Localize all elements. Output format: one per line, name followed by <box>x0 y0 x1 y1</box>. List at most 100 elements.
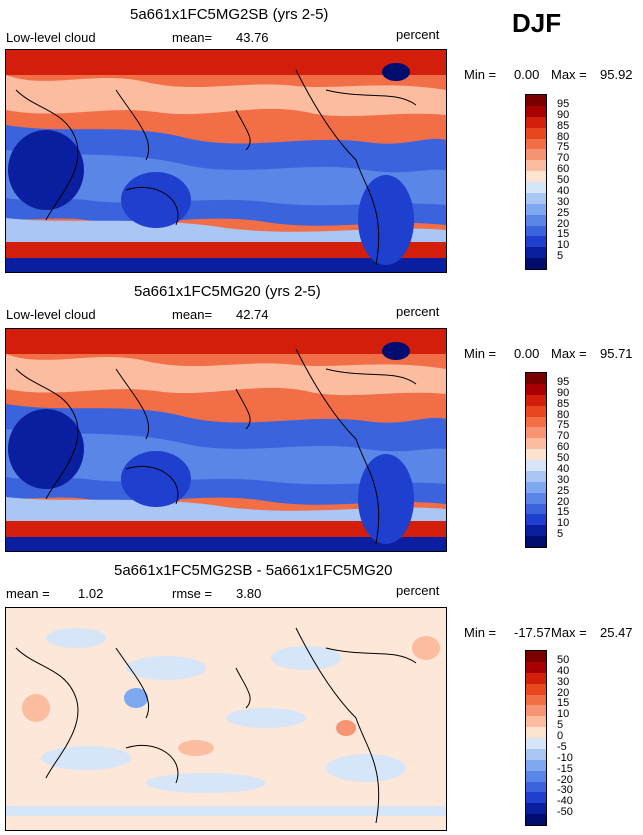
panel1-min-value: 0.00 <box>514 67 540 82</box>
colorbar-swatch <box>526 683 546 695</box>
colorbar-swatch <box>526 105 546 117</box>
panel1-colorbar <box>525 94 547 270</box>
colorbar-tick-label: 20 <box>557 686 570 699</box>
panel3-patch <box>41 746 131 770</box>
panel3-mean-label: mean = <box>6 586 50 601</box>
colorbar-tick-label: 10 <box>557 708 570 721</box>
panel2-min-value: 0.00 <box>514 346 540 361</box>
colorbar-swatch <box>526 661 546 673</box>
colorbar-tick-label: 75 <box>557 141 570 154</box>
panel3-rmse-value: 3.80 <box>236 586 262 601</box>
panel3-rmse-label: rmse = <box>172 586 213 601</box>
colorbar-tick-label: 70 <box>557 430 570 443</box>
panel1-coastlines <box>15 69 417 266</box>
colorbar-swatch <box>526 427 546 439</box>
colorbar-swatch <box>526 373 546 384</box>
colorbar-swatch <box>526 705 546 717</box>
colorbar-tick-label: 50 <box>557 174 570 186</box>
colorbar-tick-label: 5 <box>557 719 564 732</box>
panel3-patch <box>146 773 266 793</box>
panel1-band-equator <box>6 150 446 206</box>
colorbar-tick-label: 40 <box>557 184 570 197</box>
colorbar-tick-label: -50 <box>557 806 573 819</box>
panel2-max-label: Max = <box>551 346 587 361</box>
colorbar-swatch <box>526 514 546 526</box>
colorbar-tick-label: 70 <box>557 152 570 165</box>
colorbar-swatch <box>526 727 546 738</box>
panel3-patch <box>178 740 214 756</box>
colorbar-swatch <box>526 203 546 215</box>
colorbar-swatch <box>526 247 546 259</box>
colorbar-swatch <box>526 492 546 504</box>
colorbar-swatch <box>526 716 546 728</box>
panel1-unit-label: percent <box>396 27 440 42</box>
panel2-min-label: Min = <box>464 346 497 361</box>
colorbar-tick-label: -5 <box>557 740 567 753</box>
panel1-band-subtropics-south <box>6 218 446 246</box>
panel3-patch <box>46 628 106 648</box>
colorbar-swatch <box>526 171 546 182</box>
colorbar-tick-label: 95 <box>557 97 570 110</box>
panel2-colorbar <box>525 372 547 548</box>
colorbar-tick-label: 75 <box>557 419 570 432</box>
panel3-colorbar <box>525 650 547 826</box>
colorbar-tick-label: -10 <box>557 751 573 764</box>
colorbar-swatch <box>526 394 546 406</box>
panel3-coastlines <box>15 627 417 824</box>
panel1-band-antarctica <box>6 258 446 272</box>
colorbar-swatch <box>526 236 546 248</box>
colorbar-tick-label: -15 <box>557 762 573 775</box>
colorbar-swatch <box>526 694 546 706</box>
panel1-max-value: 95.92 <box>600 67 633 82</box>
panel2-africa <box>8 409 84 489</box>
panel3-patch <box>126 656 206 680</box>
panel1-africa <box>8 130 84 210</box>
colorbar-tick-label: 25 <box>557 484 570 497</box>
colorbar-tick-label: 10 <box>557 517 570 530</box>
colorbar-swatch <box>526 258 546 269</box>
panel3-band-southern <box>6 806 446 816</box>
colorbar-tick-label: 30 <box>557 195 570 208</box>
colorbar-tick-label: 85 <box>557 397 570 410</box>
colorbar-tick-label: 80 <box>557 130 570 143</box>
panel2-mean-value: 42.74 <box>236 307 269 322</box>
panel2-band-equator <box>6 429 446 485</box>
panel1-map <box>5 49 447 273</box>
panel2-title: 5a661x1FC5MG20 (yrs 2-5) <box>134 283 321 300</box>
colorbar-tick-label: 85 <box>557 119 570 132</box>
colorbar-tick-label: 30 <box>557 675 570 688</box>
panel1-band-arctic <box>6 50 446 75</box>
colorbar-tick-label: -20 <box>557 773 573 786</box>
colorbar-tick-label: 60 <box>557 441 570 454</box>
colorbar-swatch <box>526 449 546 460</box>
colorbar-swatch <box>526 481 546 493</box>
panel3-mean-value: 1.02 <box>78 586 104 601</box>
colorbar-swatch <box>526 759 546 771</box>
colorbar-swatch <box>526 214 546 226</box>
panel1-mean-label: mean= <box>172 30 213 45</box>
panel2-variable-label: Low-level cloud <box>6 307 96 322</box>
colorbar-swatch <box>526 536 546 547</box>
colorbar-swatch <box>526 770 546 782</box>
colorbar-swatch <box>526 138 546 150</box>
colorbar-tick-label: -40 <box>557 795 573 808</box>
panel2-coastlines <box>15 348 417 545</box>
colorbar-tick-label: 20 <box>557 495 570 508</box>
colorbar-tick-label: 15 <box>557 697 570 710</box>
panel3-title: 5a661x1FC5MG2SB - 5a661x1FC5MG20 <box>114 562 393 579</box>
colorbar-tick-label: 90 <box>557 386 570 399</box>
colorbar-tick-label: 95 <box>557 375 570 388</box>
panel2-map <box>5 328 447 552</box>
colorbar-swatch <box>526 781 546 793</box>
colorbar-swatch <box>526 383 546 395</box>
colorbar-tick-label: 50 <box>557 653 570 666</box>
colorbar-tick-label: 5 <box>557 250 564 263</box>
panel3-patch <box>22 694 50 722</box>
colorbar-tick-label: 0 <box>557 730 564 742</box>
colorbar-tick-label: 5 <box>557 528 564 541</box>
colorbar-swatch <box>526 192 546 204</box>
panel2-south-america <box>358 454 414 544</box>
panel3-max-value: 25.47 <box>600 625 633 640</box>
panel3-patch <box>226 708 306 728</box>
colorbar-tick-label: 80 <box>557 408 570 421</box>
